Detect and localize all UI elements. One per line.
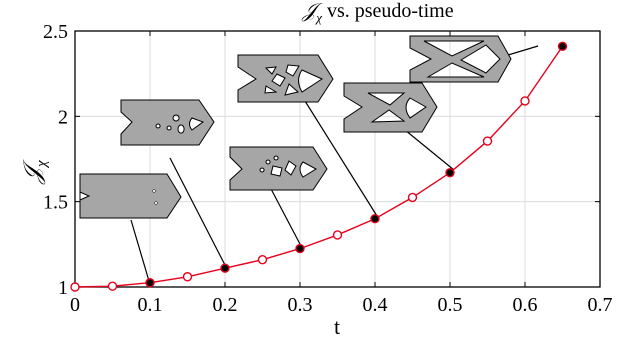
leader-line-t04 [304,100,378,217]
design-thumbnail-t01 [79,173,182,219]
leader-line-t05 [404,129,455,171]
design-thumbnails [79,35,539,282]
y-axis-label: 𝒥χ [18,159,50,185]
x-tick-label: 0.5 [438,294,463,316]
data-point [407,192,418,203]
x-tick-label: 0.6 [513,294,538,316]
series-layer [70,41,568,292]
y-tick-label: 2.5 [43,21,68,43]
data-point [520,96,530,106]
design-thumbnail-t03 [229,146,328,191]
leader-line-t03 [269,186,302,247]
x-tick-label: 0.3 [288,294,313,316]
ticks-layer: 0 0.1 0.2 0.3 0.4 0.5 0.6 0.7 1 1.5 2 2.5 [43,21,613,316]
annotated-data-point [295,243,305,254]
leader-line-t02 [169,157,227,268]
y-tick-label: 2 [58,106,68,128]
grid-layer [74,30,601,288]
annotated-data-point [370,214,380,224]
annotated-data-point [145,278,155,288]
title-subscript: χ [314,10,322,25]
series-line [74,45,564,288]
x-tick-label: 0.1 [138,294,163,316]
x-tick-label: 0.2 [213,294,238,316]
data-point [482,136,493,146]
y-tick-label: 1.5 [43,192,68,214]
leader-line-t01 [130,219,150,282]
title-suffix: vs. pseudo-time [322,0,454,22]
design-hole [154,201,158,205]
x-tick-label: 0.4 [363,294,388,316]
data-point [107,281,118,291]
design-thumbnail-t065 [409,35,512,83]
leader-line-t065 [507,45,539,56]
annotated-data-point [445,167,455,178]
chart-title: 𝒥χ vs. pseudo-time [301,0,453,25]
data-point [182,272,193,282]
data-point [332,230,343,240]
annotated-data-point [557,41,568,52]
x-axis-label: t [334,314,340,339]
y-tick-label: 1 [58,277,68,299]
design-hole [152,189,156,193]
annotated-data-point [220,263,230,273]
x-tick-label: 0 [70,294,80,316]
design-thumbnail-t02 [120,99,215,146]
design-thumbnail-t04 [237,54,334,103]
design-thumbnail-t05 [343,82,438,133]
plot-frame [74,30,601,288]
x-tick-label: 0.7 [588,294,613,316]
data-point [257,254,268,265]
y-label-subscript: χ [34,160,50,169]
data-point [70,282,80,292]
